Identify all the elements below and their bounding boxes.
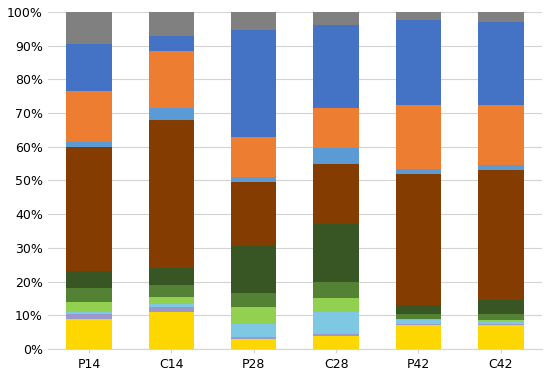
Bar	[66, 312, 111, 314]
Bar	[149, 51, 194, 108]
Bar	[66, 319, 111, 349]
Bar	[231, 293, 276, 307]
Bar	[66, 288, 111, 302]
Bar	[66, 91, 111, 142]
Bar	[231, 12, 276, 31]
Bar	[313, 164, 358, 224]
Bar	[396, 20, 441, 105]
Bar	[231, 246, 276, 293]
Bar	[396, 319, 441, 321]
Bar	[478, 324, 524, 325]
Bar	[313, 12, 358, 25]
Bar	[149, 307, 194, 312]
Bar	[149, 108, 194, 120]
Bar	[478, 22, 524, 105]
Bar	[231, 182, 276, 246]
Bar	[231, 307, 276, 324]
Bar	[396, 324, 441, 325]
Bar	[66, 12, 111, 44]
Bar	[396, 321, 441, 324]
Bar	[66, 302, 111, 312]
Bar	[313, 224, 358, 282]
Bar	[478, 105, 524, 165]
Bar	[396, 174, 441, 305]
Bar	[478, 12, 524, 22]
Bar	[313, 312, 358, 334]
Bar	[396, 105, 441, 169]
Bar	[313, 334, 358, 336]
Bar	[396, 325, 441, 349]
Bar	[149, 297, 194, 304]
Bar	[478, 321, 524, 322]
Bar	[149, 120, 194, 268]
Bar	[66, 147, 111, 271]
Bar	[231, 324, 276, 337]
Bar	[313, 336, 358, 349]
Bar	[396, 169, 441, 174]
Bar	[149, 9, 194, 36]
Bar	[149, 304, 194, 307]
Bar	[478, 165, 524, 170]
Bar	[396, 9, 441, 20]
Bar	[66, 271, 111, 288]
Bar	[231, 137, 276, 177]
Bar	[149, 312, 194, 349]
Bar	[231, 177, 276, 182]
Bar	[313, 149, 358, 164]
Bar	[313, 299, 358, 312]
Bar	[313, 108, 358, 149]
Bar	[478, 325, 524, 349]
Bar	[149, 268, 194, 285]
Bar	[313, 25, 358, 108]
Bar	[231, 31, 276, 137]
Bar	[66, 314, 111, 319]
Bar	[231, 339, 276, 349]
Bar	[396, 305, 441, 314]
Bar	[313, 282, 358, 299]
Bar	[478, 300, 524, 314]
Bar	[66, 44, 111, 91]
Bar	[478, 170, 524, 300]
Bar	[149, 285, 194, 297]
Bar	[149, 36, 194, 51]
Bar	[231, 337, 276, 339]
Bar	[396, 314, 441, 319]
Bar	[478, 322, 524, 324]
Bar	[478, 314, 524, 321]
Bar	[66, 142, 111, 147]
